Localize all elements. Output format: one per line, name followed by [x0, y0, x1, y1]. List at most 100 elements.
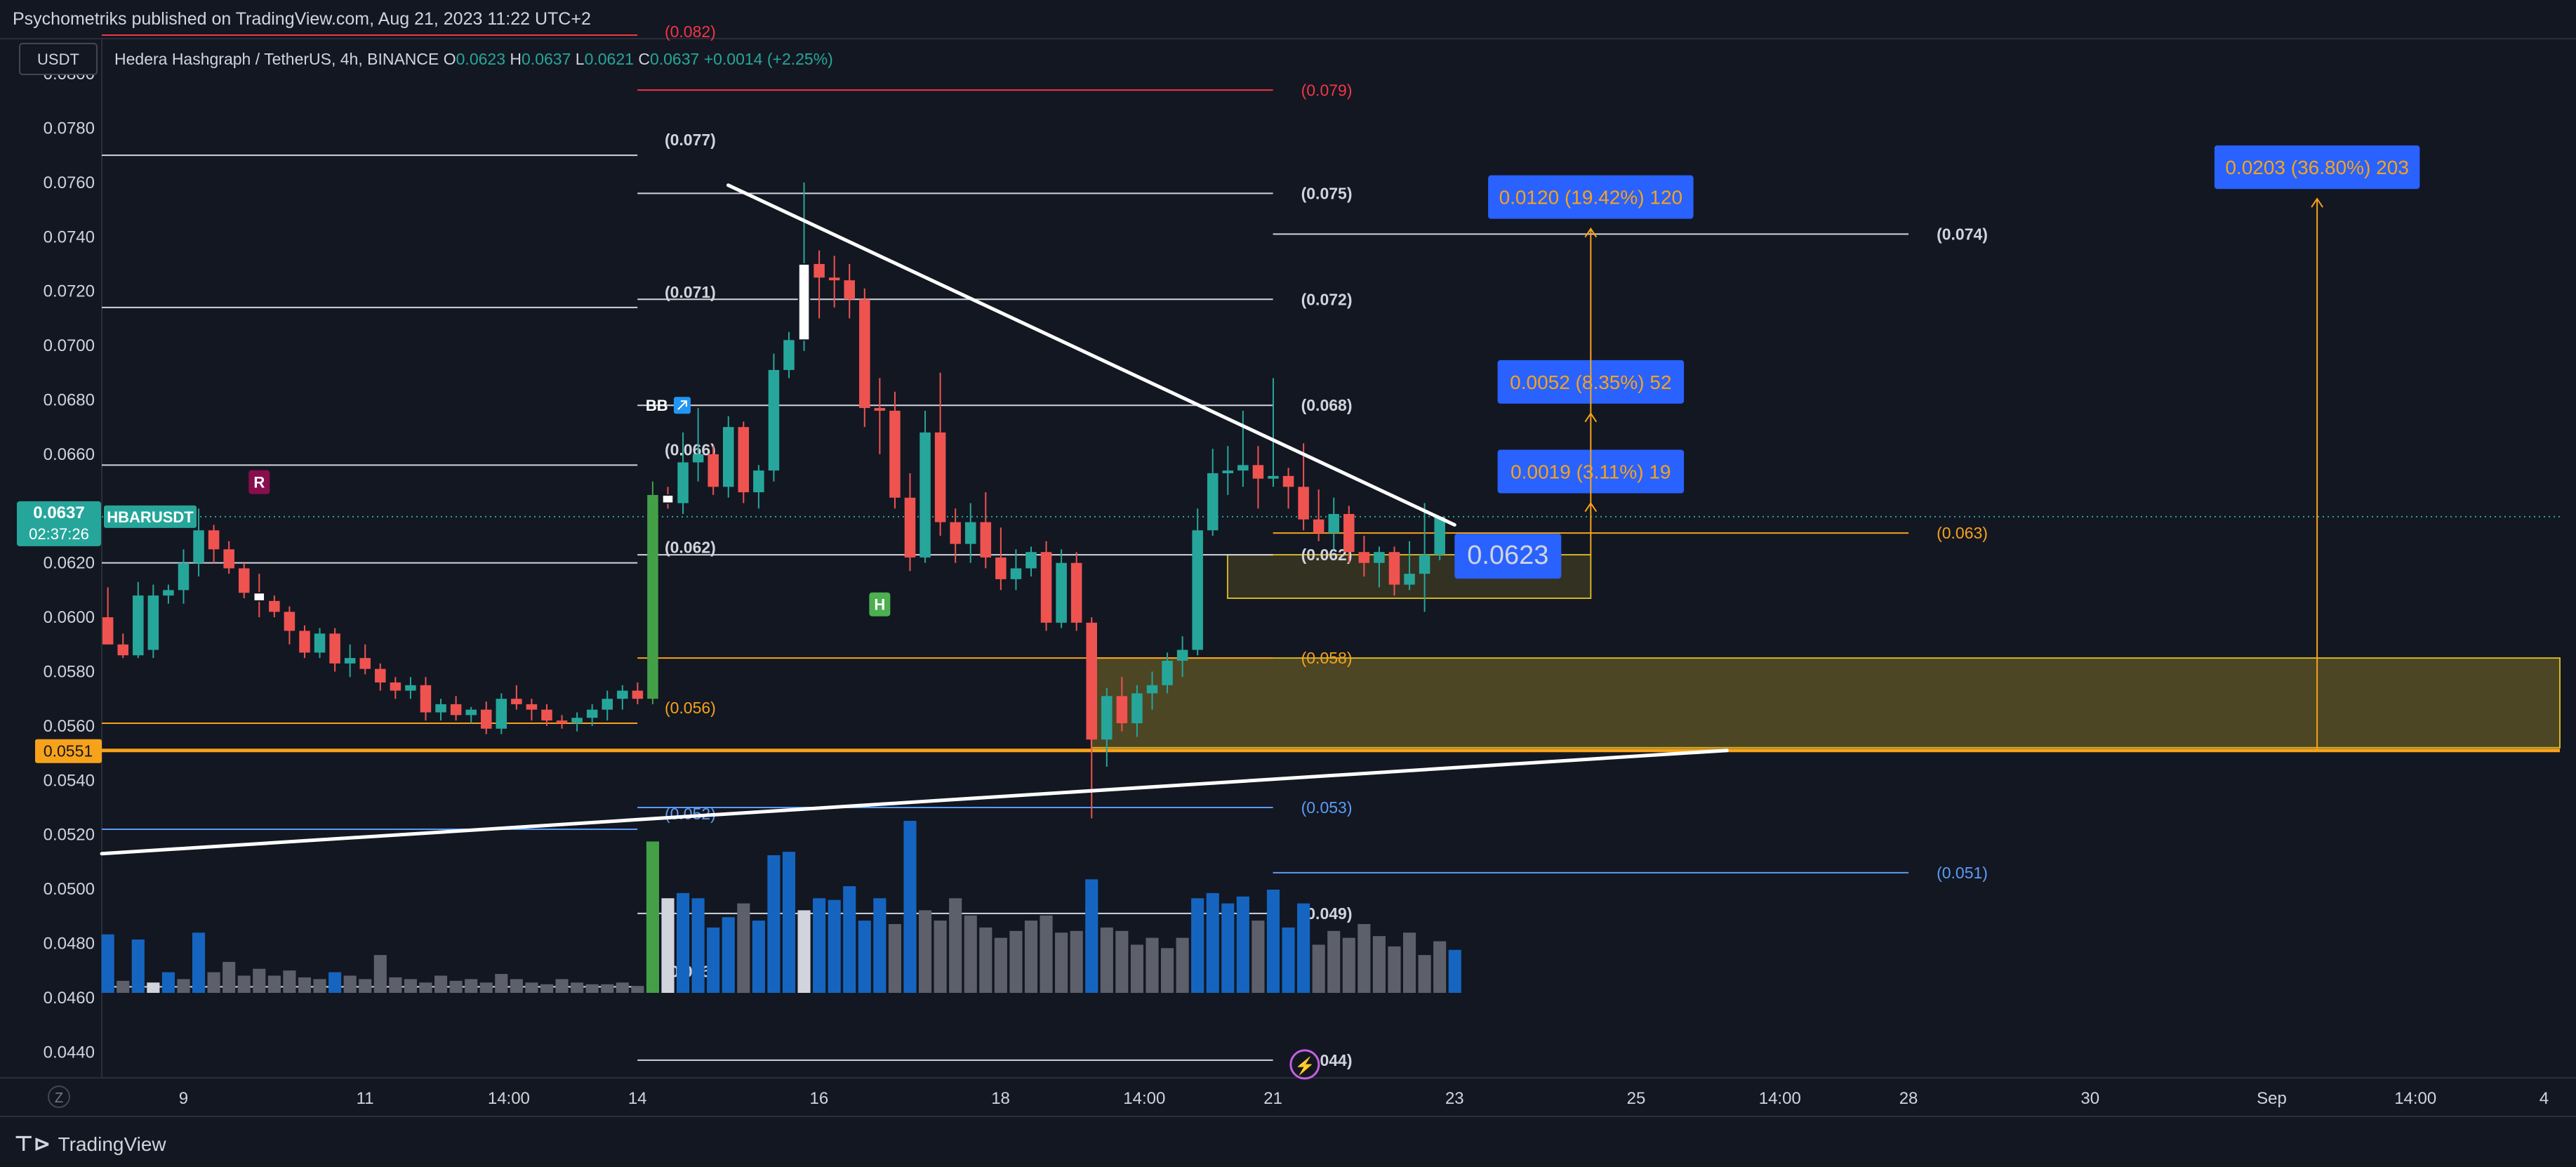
candle [692, 408, 704, 482]
volume-bar [631, 986, 644, 993]
candle-body [193, 530, 204, 563]
candle-body [238, 568, 250, 593]
candle-body [919, 432, 931, 558]
y-tick-label: 0.0780 [44, 119, 95, 138]
volume-bar [1312, 944, 1325, 993]
candle-body [950, 522, 961, 544]
y-tick-label: 0.0700 [44, 336, 95, 355]
fib-level-label: (0.051) [1937, 864, 1988, 882]
volume-bar [752, 921, 765, 993]
candle-body [253, 592, 266, 602]
marker-badge [869, 592, 891, 617]
volume-bar [1282, 927, 1295, 993]
legend-part: 0.0637 [650, 50, 704, 68]
candle [1131, 685, 1143, 737]
trendline-downtrend [726, 183, 1456, 527]
volume-bar [237, 975, 251, 993]
candle-body [1298, 487, 1309, 520]
candle-body [299, 631, 310, 653]
volume-bar [873, 898, 887, 993]
candle [1146, 671, 1158, 710]
candle-body [375, 668, 386, 683]
candle [1176, 636, 1188, 678]
candle-body [1040, 552, 1052, 623]
candle [677, 432, 689, 515]
candle [859, 288, 870, 428]
tradingview-logo-icon: ⊤⊳ [14, 1132, 51, 1156]
x-tick-label: Sep [2257, 1089, 2287, 1108]
volume-bar [207, 972, 220, 993]
candle-body [1010, 568, 1022, 579]
candle [480, 701, 492, 734]
x-tick-label: 9 [179, 1089, 188, 1108]
candle [1434, 516, 1445, 560]
candle [117, 633, 128, 659]
volume-bar [888, 924, 901, 993]
volume-bar [571, 982, 584, 993]
candle-body [828, 277, 840, 281]
candle [950, 508, 961, 563]
candle-body [753, 470, 764, 493]
volume-bar [1070, 930, 1083, 993]
candle [919, 410, 931, 563]
currency-button[interactable] [19, 43, 98, 75]
brand-label: TradingView [58, 1133, 166, 1155]
candle-body [1404, 574, 1415, 585]
price-marker-box [1454, 534, 1562, 579]
projection-callout [1488, 175, 1694, 219]
candle [768, 353, 780, 482]
candle [995, 527, 1007, 591]
candle [586, 704, 598, 726]
volume-bar [979, 927, 992, 993]
candle-body [738, 427, 750, 493]
x-axis: 9 11 14:00 14 16 18 14:00 21 23 25 14:00 28 30 Sep 14:… [179, 1089, 2549, 1108]
fib-level-label: (0.075) [1301, 184, 1353, 202]
volume-bar [828, 899, 841, 993]
arrow-diagonal-icon [677, 400, 687, 410]
candle [632, 682, 644, 704]
legend-part: 0.0637 [522, 50, 576, 68]
candle-body [1343, 514, 1355, 553]
volume-bar [934, 921, 947, 993]
x-tick-label: 21 [1263, 1089, 1282, 1108]
flash-icon[interactable]: ⚡ [1289, 1049, 1320, 1080]
candle-body [359, 658, 371, 669]
candle-body [1131, 693, 1143, 724]
candle-body [329, 633, 340, 664]
y-tick-label: 0.0440 [44, 1043, 95, 1062]
x-tick-label: 28 [1899, 1089, 1918, 1108]
candle-body [284, 612, 296, 631]
fib-level-label: (0.068) [1301, 396, 1353, 414]
tradingview-brand[interactable]: ⊤⊳ TradingView [14, 1132, 166, 1156]
volume-bar [101, 934, 114, 993]
candle-body [1176, 650, 1188, 661]
candle [1222, 446, 1234, 495]
volume-bar [903, 821, 917, 993]
candle [1025, 546, 1037, 577]
candle [344, 644, 356, 678]
volume-bar [585, 984, 599, 993]
candle [1010, 549, 1022, 591]
volume-bar [601, 984, 614, 993]
candle [1328, 497, 1340, 550]
candle [450, 696, 462, 721]
candle [1388, 546, 1400, 596]
candle-body [1374, 552, 1385, 563]
candle-body [420, 685, 432, 713]
z-button[interactable]: Z [48, 1086, 70, 1108]
ohlc-legend: Hedera Hashgraph / TetherUS, 4h, BINANCE… [114, 50, 833, 68]
volume-bar [465, 979, 478, 993]
volume-series [101, 821, 1461, 993]
candle [511, 685, 522, 710]
candle-body [814, 263, 825, 278]
candle [238, 562, 250, 598]
candle [269, 595, 280, 618]
fib-level-label: (0.056) [665, 699, 716, 717]
volume-bar [555, 979, 569, 993]
volume-bar [1357, 924, 1371, 993]
candle-body [677, 462, 689, 503]
candle-body [465, 709, 477, 716]
candle [889, 391, 901, 509]
volume-bar [373, 955, 387, 993]
